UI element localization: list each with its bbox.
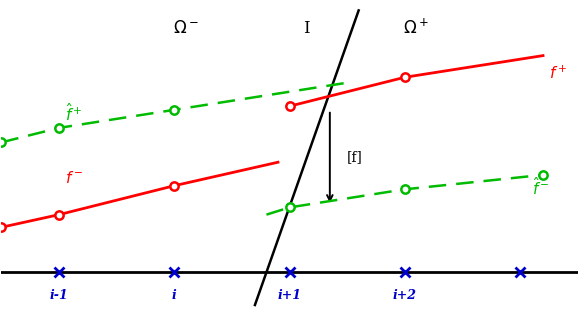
- Text: $\Omega^-$: $\Omega^-$: [173, 20, 199, 37]
- Text: $f^+$: $f^+$: [549, 65, 567, 82]
- Text: i+2: i+2: [393, 289, 417, 302]
- Text: $\Omega^+$: $\Omega^+$: [404, 19, 429, 38]
- Text: i+1: i+1: [277, 289, 302, 302]
- Text: $f^-$: $f^-$: [65, 170, 83, 187]
- Text: i: i: [172, 289, 177, 302]
- Text: $\hat{f}^+$: $\hat{f}^+$: [65, 103, 82, 124]
- Text: I: I: [303, 20, 310, 37]
- Text: [f]: [f]: [347, 150, 363, 164]
- Text: i-1: i-1: [50, 289, 68, 302]
- Text: $\hat{f}^-$: $\hat{f}^-$: [532, 177, 549, 198]
